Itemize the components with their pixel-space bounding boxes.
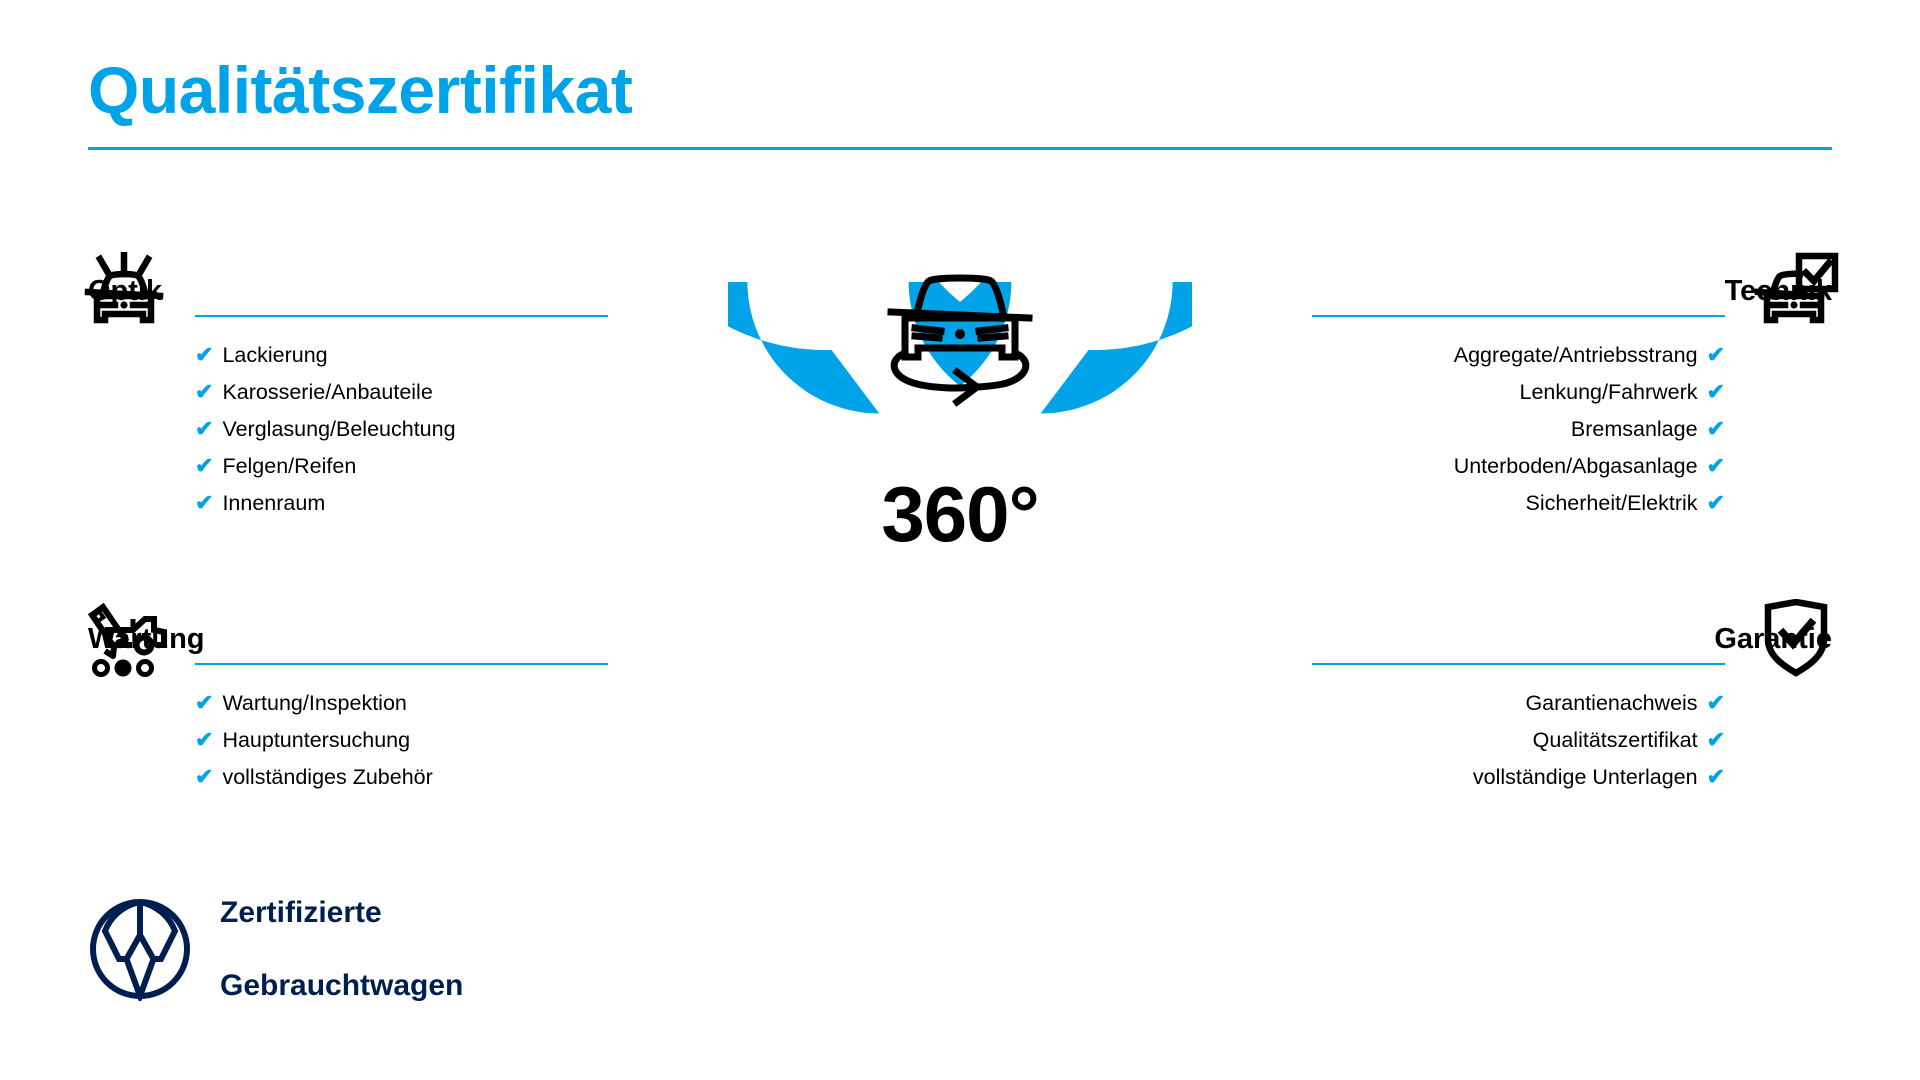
badge-ring: Gebrauchtwagen-Check	[728, 282, 1192, 704]
list-item-label: Felgen/Reifen	[222, 454, 357, 478]
check-icon: ✔	[195, 489, 214, 515]
check-icon: ✔	[195, 452, 214, 478]
list-item: ✔ vollständiges Zubehör	[88, 759, 608, 796]
check-icon: ✔	[1706, 452, 1725, 478]
list-item: Aggregate/Antriebsstrang ✔	[1312, 337, 1832, 374]
list-item-label: Bremsanlage	[1570, 417, 1698, 441]
list-item-label: vollständiges Zubehör	[222, 765, 433, 789]
list-item-label: vollständige Unterlagen	[1472, 765, 1698, 789]
check-icon: ✔	[1706, 689, 1725, 715]
section-technik: Technik Aggregate/Antriebsstrang ✔ Lenku…	[1312, 250, 1839, 522]
check-icon: ✔	[1706, 763, 1725, 789]
list-item-label: Lackierung	[222, 343, 328, 367]
checklist-garantie: Garantienachweis ✔ Qualitätszertifikat ✔…	[1312, 685, 1832, 796]
car-front-shine-icon	[78, 250, 170, 330]
list-item-label: Lenkung/Fahrwerk	[1519, 380, 1698, 404]
footer-line-1: Zertifizierte	[220, 895, 382, 929]
check-icon: ✔	[195, 415, 214, 441]
left-column: Optik ✔ Lackierung ✔ Karosserie/Anbautei…	[84, 250, 608, 796]
list-item-label: Qualitätszertifikat	[1532, 728, 1698, 752]
check-icon: ✔	[195, 341, 214, 367]
checklist-optik: ✔ Lackierung ✔ Karosserie/Anbauteile ✔ V…	[88, 337, 608, 522]
list-item-label: Verglasung/Beleuchtung	[222, 417, 456, 441]
check-icon: ✔	[195, 763, 214, 789]
badge-ring-label: Gebrauchtwagen-Check	[777, 550, 1142, 704]
right-column: Technik Aggregate/Antriebsstrang ✔ Lenku…	[1312, 250, 1839, 796]
list-item-label: Hauptuntersuchung	[222, 728, 411, 752]
check-icon: ✔	[1706, 415, 1725, 441]
car-front-checkbox-icon	[1750, 250, 1842, 330]
check-icon: ✔	[1706, 489, 1725, 515]
page-title: Qualitätszertifikat	[88, 53, 633, 127]
section-divider	[1312, 663, 1725, 665]
check-icon: ✔	[195, 378, 214, 404]
list-item: Lenkung/Fahrwerk ✔	[1312, 374, 1832, 411]
list-item: Garantienachweis ✔	[1312, 685, 1832, 722]
list-item-label: Unterboden/Abgasanlage	[1453, 454, 1698, 478]
car-front-rotate-360-icon	[861, 260, 1059, 410]
volkswagen-logo	[88, 897, 192, 1006]
list-item-label: Aggregate/Antriebsstrang	[1453, 343, 1698, 367]
section-optik: Optik ✔ Lackierung ✔ Karosserie/Anbautei…	[84, 250, 608, 522]
section-divider	[195, 315, 608, 317]
list-item-label: Sicherheit/Elektrik	[1525, 491, 1698, 515]
section-wartung: Wartung ✔ Wartung/Inspektion ✔ Hauptunte…	[87, 598, 608, 796]
header: Qualitätszertifikat	[88, 53, 1832, 151]
section-divider	[1312, 315, 1725, 317]
list-item: Sicherheit/Elektrik ✔	[1312, 485, 1832, 522]
car-service-pencil-icon	[78, 598, 170, 678]
shield-check-icon	[1750, 598, 1842, 678]
list-item: ✔ Hauptuntersuchung	[88, 722, 608, 759]
checklist-technik: Aggregate/Antriebsstrang ✔ Lenkung/Fahrw…	[1312, 337, 1832, 522]
list-item: ✔ Wartung/Inspektion	[88, 685, 608, 722]
check-icon: ✔	[1706, 341, 1725, 367]
list-item: ✔ Verglasung/Beleuchtung	[88, 411, 608, 448]
title-divider	[88, 147, 1832, 151]
footer-brand: Zertifizierte Gebrauchtwagen	[88, 858, 463, 1041]
footer-line-2: Gebrauchtwagen	[220, 968, 464, 1002]
list-item-label: Wartung/Inspektion	[222, 691, 407, 715]
section-divider	[195, 663, 608, 665]
footer-text: Zertifizierte Gebrauchtwagen	[220, 858, 463, 1041]
list-item: vollständige Unterlagen ✔	[1312, 759, 1832, 796]
checklist-wartung: ✔ Wartung/Inspektion ✔ Hauptuntersuchung…	[88, 685, 608, 796]
section-garantie: Garantie Garantienachweis ✔ Qualitätszer…	[1312, 598, 1832, 796]
list-item: ✔ Karosserie/Anbauteile	[88, 374, 608, 411]
check-icon: ✔	[1706, 378, 1725, 404]
list-item-label: Innenraum	[222, 491, 326, 515]
check-icon: ✔	[195, 726, 214, 752]
list-item-label: Karosserie/Anbauteile	[222, 380, 433, 404]
list-item: Qualitätszertifikat ✔	[1312, 722, 1832, 759]
list-item: Unterboden/Abgasanlage ✔	[1312, 448, 1832, 485]
list-item: Bremsanlage ✔	[1312, 411, 1832, 448]
list-item-label: Garantienachweis	[1525, 691, 1698, 715]
list-item: ✔ Innenraum	[88, 485, 608, 522]
list-item: ✔ Lackierung	[88, 337, 608, 374]
list-item: ✔ Felgen/Reifen	[88, 448, 608, 485]
badge-360-gebrauchtwagen-check: Gebrauchtwagen-Check 360°	[728, 274, 1192, 746]
check-icon: ✔	[1706, 726, 1725, 752]
check-icon: ✔	[195, 689, 214, 715]
